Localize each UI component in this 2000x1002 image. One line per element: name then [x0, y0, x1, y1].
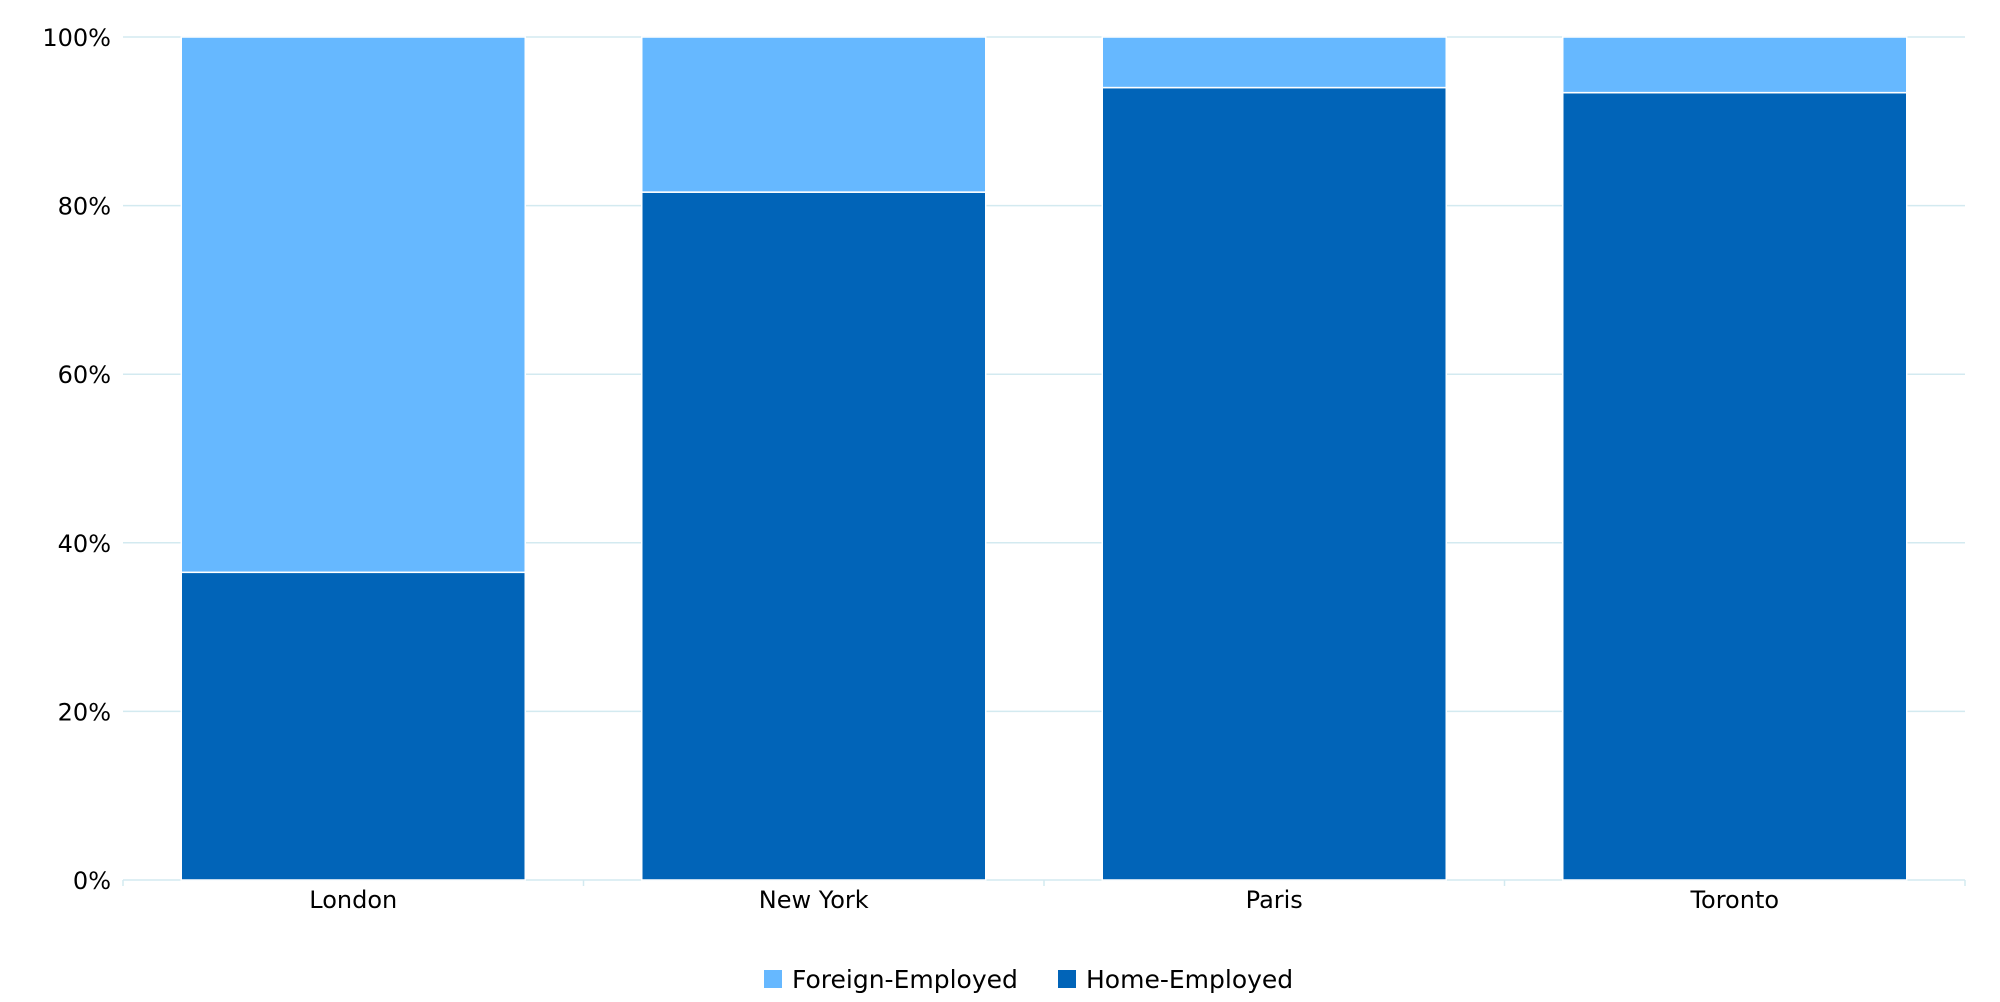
y-tick-label: 100%	[42, 24, 111, 52]
bar-home-employed-toronto[interactable]	[1562, 91, 1908, 881]
legend[interactable]: Foreign-Employed Home-Employed	[764, 965, 1293, 994]
bar-foreign-employed-new-york[interactable]	[641, 36, 987, 193]
x-tick-label: London	[309, 886, 397, 914]
bar-foreign-employed-toronto[interactable]	[1562, 36, 1908, 94]
y-tick-label: 20%	[58, 698, 111, 726]
bar-foreign-employed-paris[interactable]	[1101, 36, 1447, 89]
bar-home-employed-london[interactable]	[180, 571, 526, 881]
legend-swatch-home-employed	[1058, 970, 1076, 988]
x-tick-label: New York	[759, 886, 869, 914]
bars	[180, 36, 1908, 881]
axes: 0% 20% 40% 60% 80% 100% London New York Paris Tor…	[42, 24, 1966, 914]
bar-foreign-employed-london[interactable]	[180, 36, 526, 574]
y-tick-label: 0%	[73, 867, 111, 895]
y-tick-label: 60%	[58, 361, 111, 389]
legend-label-foreign-employed[interactable]: Foreign-Employed	[792, 965, 1018, 994]
legend-label-home-employed[interactable]: Home-Employed	[1086, 965, 1293, 994]
bar-home-employed-paris[interactable]	[1101, 86, 1447, 881]
y-tick-label: 80%	[58, 193, 111, 221]
x-tick-label: Paris	[1246, 886, 1303, 914]
y-tick-label: 40%	[58, 530, 111, 558]
legend-swatch-foreign-employed	[764, 970, 782, 988]
x-tick-label: Toronto	[1689, 886, 1779, 914]
bar-home-employed-new-york[interactable]	[641, 191, 987, 881]
